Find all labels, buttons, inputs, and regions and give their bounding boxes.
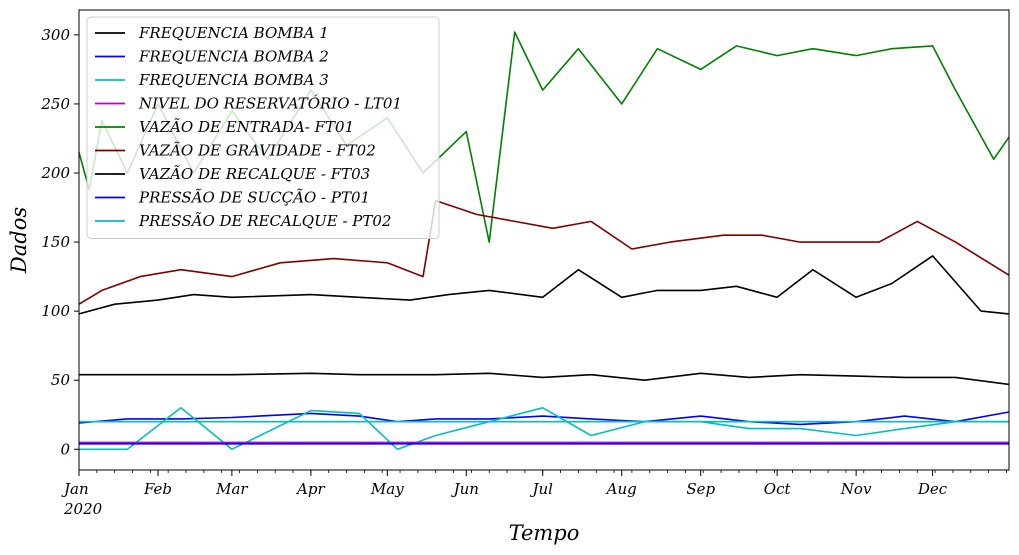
x-tick-year-label: 2020 — [63, 500, 103, 518]
y-axis-title: Dados — [7, 207, 31, 274]
x-tick-label: Jun — [451, 480, 479, 498]
x-tick-label: Feb — [143, 480, 172, 498]
legend: FREQUENCIA BOMBA 1 FREQUENCIA BOMBA 2 FREQ… — [86, 16, 440, 239]
legend-entry: VAZÃO DE RECALQUE - FT03 — [139, 165, 370, 183]
x-tick-label: Sep — [686, 480, 715, 498]
legend-entry: PRESSÃO DE SUCÇÃO - PT01 — [138, 189, 370, 207]
y-tick-label: 250 — [40, 95, 70, 113]
x-tick-label: Dec — [917, 480, 948, 498]
legend-entry: FREQUENCIA BOMBA 2 — [138, 48, 329, 66]
x-tick-label: Apr — [295, 480, 325, 498]
legend-entry: FREQUENCIA BOMBA 1 — [138, 24, 329, 42]
x-tick-label: May — [370, 480, 404, 498]
legend-frame — [86, 16, 440, 239]
x-tick-label: Jul — [529, 480, 553, 498]
y-tick-label: 200 — [40, 164, 70, 182]
y-tick-label: 0 — [60, 440, 70, 458]
legend-entry: PRESSÃO DE RECALQUE - PT02 — [138, 212, 391, 230]
x-tick-label: Oct — [764, 480, 792, 498]
y-axis: 0 50 100 150 200 250 300 — [40, 26, 79, 458]
x-axis: Jan 2020 Feb Mar Apr May Jun Jul Aug Sep Oct Nov Dec — [61, 470, 1007, 518]
y-tick-label: 300 — [41, 26, 70, 44]
y-tick-label: 50 — [51, 371, 71, 389]
legend-entry: FREQUENCIA BOMBA 3 — [138, 71, 329, 89]
legend-entry: NIVEL DO RESERVATÓRIO - LT01 — [138, 95, 402, 113]
series-line-6 — [78, 199, 1010, 305]
y-tick-label: 100 — [41, 302, 70, 320]
series-line-7 — [78, 255, 1010, 315]
x-tick-label: Jan — [61, 480, 89, 498]
x-tick-label: Nov — [840, 480, 872, 498]
plot-frame — [78, 9, 1010, 471]
x-tick-label: Mar — [215, 480, 248, 498]
series-layer — [78, 31, 1010, 451]
y-tick-label: 150 — [41, 233, 70, 251]
series-line-1 — [79, 372, 1010, 386]
series-line-3 — [79, 407, 1009, 451]
x-tick-label: Aug — [605, 480, 637, 498]
x-axis-title: Tempo — [509, 521, 580, 545]
legend-entry: VAZÃO DE ENTRADA- FT01 — [139, 118, 354, 136]
legend-entry: VAZÃO DE GRAVIDADE - FT02 — [139, 142, 376, 160]
